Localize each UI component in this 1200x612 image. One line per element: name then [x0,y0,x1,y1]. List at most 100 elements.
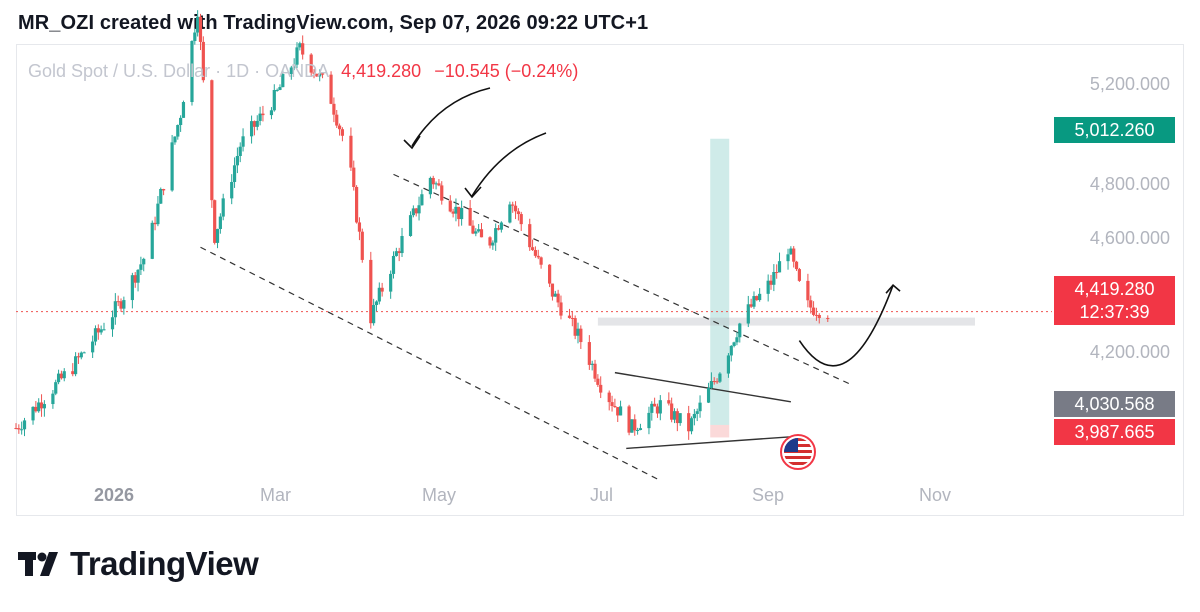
time-axis-label: May [422,485,457,505]
position-zones [597,138,975,438]
candle-body [377,287,381,302]
candle-body [460,207,464,220]
target-price-badge: 5,012.260 [1054,117,1175,143]
candle-body [738,323,742,338]
candle-body [650,403,654,413]
candle-body [809,300,813,308]
candle-body [372,305,376,324]
candle-body [698,402,702,412]
candle-body [374,301,379,306]
candle-body [732,342,736,346]
candle-body [556,293,560,303]
candle-body [706,388,711,403]
candle-body [389,273,393,292]
projection-arrow-head [885,284,901,294]
candle-body [749,304,753,307]
candle-body [79,352,83,358]
candle-body [675,411,679,424]
candle-body [434,183,438,185]
candle-body [647,412,651,429]
stop-zone [710,424,730,438]
candle-body [775,272,779,274]
channel-lower-line [200,246,661,482]
candle-body [772,272,776,285]
candle-body [488,237,492,246]
candle-body [610,402,614,407]
candle-body [42,404,46,409]
candle-body [519,214,523,225]
candle-body [794,261,799,270]
candle-body [179,117,183,126]
candle-body [550,283,555,297]
candle-body [539,257,543,265]
candle-body [789,248,793,255]
candle-body [718,373,722,382]
candle-body [567,315,572,318]
candle-body [394,251,398,256]
candle-body [335,114,339,126]
candle-body [533,250,538,256]
candle-body [636,430,640,432]
candle-body [491,242,495,246]
triangle-lower-line [626,436,791,450]
brand-name: TradingView [70,545,259,582]
candle-body [670,403,674,420]
drawing-lines [16,173,1052,482]
candle-body [814,314,819,316]
price-axis-label: 4,600.000 [1089,228,1170,248]
candle-body [62,371,66,379]
candle-body [249,121,254,137]
candle-body [130,275,134,301]
candle-body [318,73,322,77]
candle-body [672,411,677,420]
candle-body [474,231,478,234]
candle-body [298,43,302,48]
candle-body [71,371,75,375]
candle-body [678,413,682,424]
candle-body [513,205,518,212]
tradingview-brand: TradingView [18,545,259,583]
time-axis-label: Jul [590,485,614,505]
candle-body [712,381,716,383]
candle-body [102,329,106,331]
candle-body [516,211,520,215]
candle-body [477,229,481,232]
candle-body [735,337,739,343]
candle-body [74,356,78,375]
candle-body [255,120,259,127]
candle-body [448,200,452,212]
candle-body [17,428,21,430]
candle-body [811,307,816,315]
candle-body [655,406,660,414]
candle-body [349,135,353,168]
candle-body [93,328,98,342]
candle-body [340,129,345,136]
candle-body [420,194,424,206]
candle-body [230,181,234,199]
candle-body [769,280,773,285]
candle-body [218,216,222,229]
candle-body [786,254,790,262]
candle-body [261,113,265,116]
candle-body [511,204,515,206]
candle-body [553,293,557,297]
candle-body [630,419,634,433]
candle-body [494,228,498,243]
candle-body [201,41,205,81]
candle-body [116,301,120,303]
price-axis-label: 5,200.000 [1089,74,1170,94]
us-flag-icon[interactable] [780,434,816,470]
candle-body [613,406,617,408]
candle-body [332,103,336,115]
candle-body [258,113,262,121]
candle-body [596,378,600,385]
candle-body [687,413,691,432]
candle-body [752,296,756,307]
candle-body [139,264,143,270]
candle-body [471,225,475,234]
candle-body [797,269,801,281]
price-axis-label: 4,800.000 [1089,174,1170,194]
symbol-name: Gold Spot / U.S. Dollar · 1D · OANDA [28,61,329,81]
candle-body [34,406,38,412]
